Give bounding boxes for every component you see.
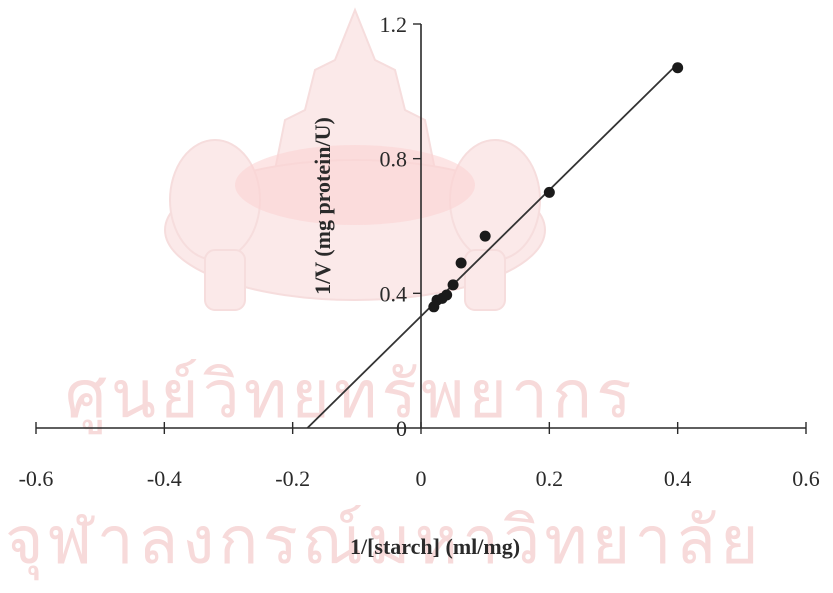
data-point xyxy=(479,230,491,242)
x-tick-label: 0.6 xyxy=(792,466,820,491)
y-tick-label: 0.8 xyxy=(380,147,408,172)
x-tick-label: -0.6 xyxy=(19,466,54,491)
x-tick-label: -0.2 xyxy=(275,466,310,491)
x-tick-label: -0.4 xyxy=(147,466,182,491)
data-point xyxy=(672,62,684,74)
x-axis-title: 1/[starch] (ml/mg) xyxy=(350,534,520,559)
tick-marks xyxy=(35,23,807,434)
data-point xyxy=(441,289,453,301)
tick-labels: -0.6 -0.4 -0.2 0 0.2 0.4 0.6 0.4 0.8 1.2 0 xyxy=(19,12,820,491)
data-point xyxy=(543,186,555,198)
trendline-group xyxy=(306,63,679,429)
y-tick-label: 0.4 xyxy=(380,281,408,306)
y-tick-label: 1.2 xyxy=(380,12,408,37)
lineweaver-burk-plot: -0.6 -0.4 -0.2 0 0.2 0.4 0.6 0.4 0.8 1.2 0 1/[star… xyxy=(19,12,820,559)
axes xyxy=(36,24,806,429)
data-points xyxy=(428,62,684,313)
data-point xyxy=(447,279,459,291)
data-point xyxy=(455,257,467,269)
y-axis-title: 1/V (mg protein/U) xyxy=(310,117,335,295)
x-tick-label: 0 xyxy=(416,466,427,491)
trendline xyxy=(306,63,679,429)
x-tick-label: 0.4 xyxy=(664,466,692,491)
y-tick-label-zero: 0 xyxy=(396,416,407,441)
university-emblem-watermark xyxy=(164,7,546,311)
watermark-text-line1: ศูนย์วิทยทรัพยากร xyxy=(65,356,636,433)
x-tick-label: 0.2 xyxy=(536,466,564,491)
